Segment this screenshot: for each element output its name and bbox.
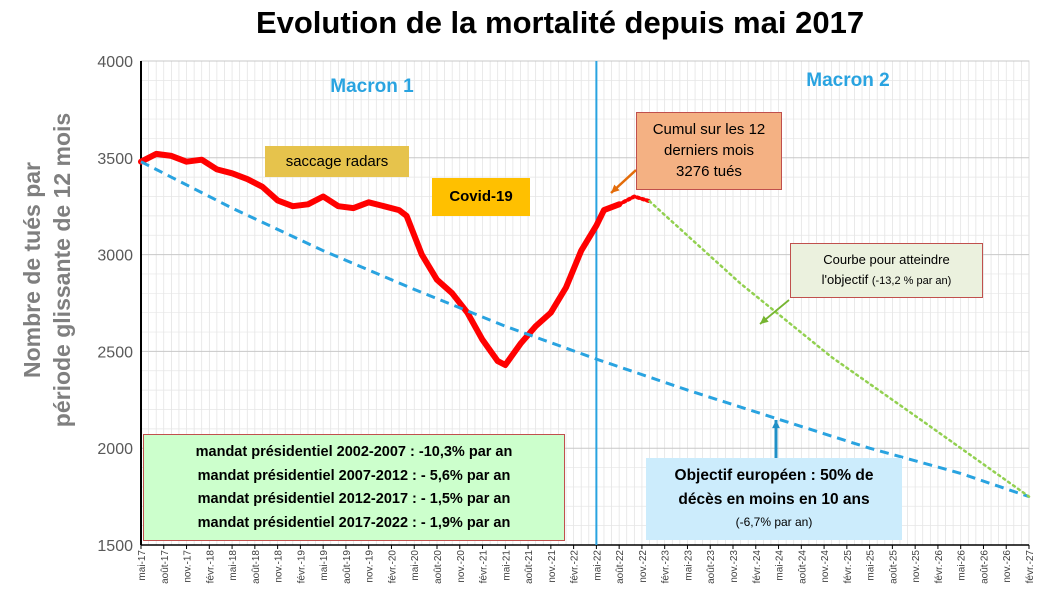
- x-tick-label: mai-20: [410, 550, 421, 581]
- x-tick-label: mai-21: [501, 550, 512, 581]
- cumul-line2: derniers mois: [663, 142, 755, 159]
- y-tick-label: 1500: [97, 538, 133, 555]
- x-tick-label: août-21: [524, 550, 535, 584]
- mandat-line-2017: mandat présidentiel 2017-2022 : - 1,9% p…: [197, 514, 511, 531]
- x-tick-label: août-26: [979, 550, 990, 584]
- y-tick-label: 2500: [97, 344, 133, 361]
- objectif-line2: décès en moins en 10 ans: [678, 491, 870, 508]
- x-tick-label: nov.-19: [365, 550, 376, 583]
- arrow-layer: [610, 169, 790, 458]
- mandat-line-2012: mandat présidentiel 2012-2017 : - 1,5% p…: [197, 491, 511, 507]
- x-tick-label: févr.-20: [387, 550, 398, 584]
- x-tick-label: mai-24: [775, 550, 786, 581]
- x-tick-label: août-19: [342, 550, 353, 584]
- x-tick-label: nov.-23: [729, 550, 740, 583]
- y-axis-label-line2: période glissante de 12 mois: [49, 113, 75, 427]
- x-tick-label: mai-26: [957, 550, 968, 581]
- x-tick-label: févr.-24: [752, 550, 763, 584]
- x-tick-label: mai-18: [228, 550, 239, 581]
- mortality-recent-dotted-line: [617, 194, 652, 207]
- x-tick-label: nov.-24: [820, 550, 831, 583]
- courbe-line2-main: l'objectif: [821, 272, 869, 287]
- x-tick-label: août-20: [433, 550, 444, 584]
- x-tick-label: févr.-26: [934, 550, 945, 584]
- x-tick-label: nov.-17: [183, 550, 194, 583]
- european-objective-line: [140, 160, 1030, 499]
- chart-title: Evolution de la mortalité depuis mai 201…: [256, 5, 864, 40]
- x-tick-label: nov.-21: [547, 550, 558, 583]
- cumul-line3: 3276 tués: [676, 163, 742, 180]
- x-tick-label: août-24: [797, 550, 808, 584]
- x-tick-label: févr.-21: [479, 550, 490, 584]
- x-tick-label: août-18: [251, 550, 262, 584]
- x-tick-label: mai-17: [137, 550, 148, 581]
- x-tick-label: mai-22: [592, 550, 603, 581]
- x-tick-label: févr.-27: [1025, 550, 1036, 584]
- cumul-line1: Cumul sur les 12: [652, 121, 766, 138]
- covid-label: Covid-19: [432, 178, 530, 216]
- x-tick-label: août-25: [888, 550, 899, 584]
- mandat-line-2007: mandat présidentiel 2007-2012 : - 5,6% p…: [197, 467, 511, 484]
- courbe-line1: Courbe pour atteindre: [823, 252, 950, 267]
- series-layer: [138, 150, 1031, 499]
- x-tick-label: févr.-22: [570, 550, 581, 584]
- x-tick-label: août-23: [706, 550, 717, 584]
- y-tick-label: 4000: [97, 54, 133, 71]
- cumul-annotation: Cumul sur les 12 derniers mois 3276 tués: [636, 112, 782, 190]
- axes-layer: 1500 2000 2500 3000 3500 4000 mai-17 août-17 nov…: [97, 54, 1036, 584]
- cumul-arrow-head: [611, 184, 620, 193]
- courbe-arrow-head: [760, 315, 769, 324]
- mandats-box: mandat présidentiel 2002-2007 : -10,3% p…: [143, 434, 565, 541]
- target-curve-line: [648, 199, 1031, 498]
- x-tick-label: août-22: [615, 550, 626, 584]
- x-tick-label: nov.-25: [911, 550, 922, 583]
- section-label-macron1: Macron 1: [330, 76, 414, 97]
- mortality-line: [138, 150, 623, 368]
- objectif-line1: Objectif européen : 50% de: [674, 467, 874, 484]
- section-label-macron2: Macron 2: [806, 70, 889, 91]
- y-axis-label-line1: Nombre de tués par: [19, 162, 45, 378]
- courbe-annotation: Courbe pour atteindre l'objectif (-13,2 …: [790, 243, 983, 298]
- y-tick-label: 3500: [97, 151, 133, 168]
- objectif-arrow-head: [772, 420, 780, 429]
- saccage-radars-label: saccage radars: [265, 146, 409, 177]
- x-tick-label: févr.-25: [843, 550, 854, 584]
- x-tick-label: nov.-20: [456, 550, 467, 583]
- x-tick-label: mai-25: [866, 550, 877, 581]
- courbe-line2: l'objectif (-13,2 % par an): [791, 270, 982, 291]
- y-tick-label: 3000: [97, 248, 133, 265]
- objectif-europeen-box: Objectif européen : 50% de décès en moin…: [646, 458, 902, 540]
- x-tick-label: nov.-22: [638, 550, 649, 583]
- x-tick-label: août-17: [160, 550, 171, 584]
- x-tick-label: févr.-23: [661, 550, 672, 584]
- x-tick-label: nov.-26: [1002, 550, 1013, 583]
- courbe-line2-small: (-13,2 % par an): [871, 275, 952, 287]
- x-tick-label: nov.-18: [274, 550, 285, 583]
- x-tick-label: févr.-19: [296, 550, 307, 584]
- x-tick-label: mai-23: [683, 550, 694, 581]
- x-tick-label: févr.-18: [205, 550, 216, 584]
- y-tick-label: 2000: [97, 441, 133, 458]
- x-tick-label: mai-19: [319, 550, 330, 581]
- mandat-line-2002: mandat présidentiel 2002-2007 : -10,3% p…: [195, 444, 513, 460]
- objectif-line3: (-6,7% par an): [735, 515, 813, 529]
